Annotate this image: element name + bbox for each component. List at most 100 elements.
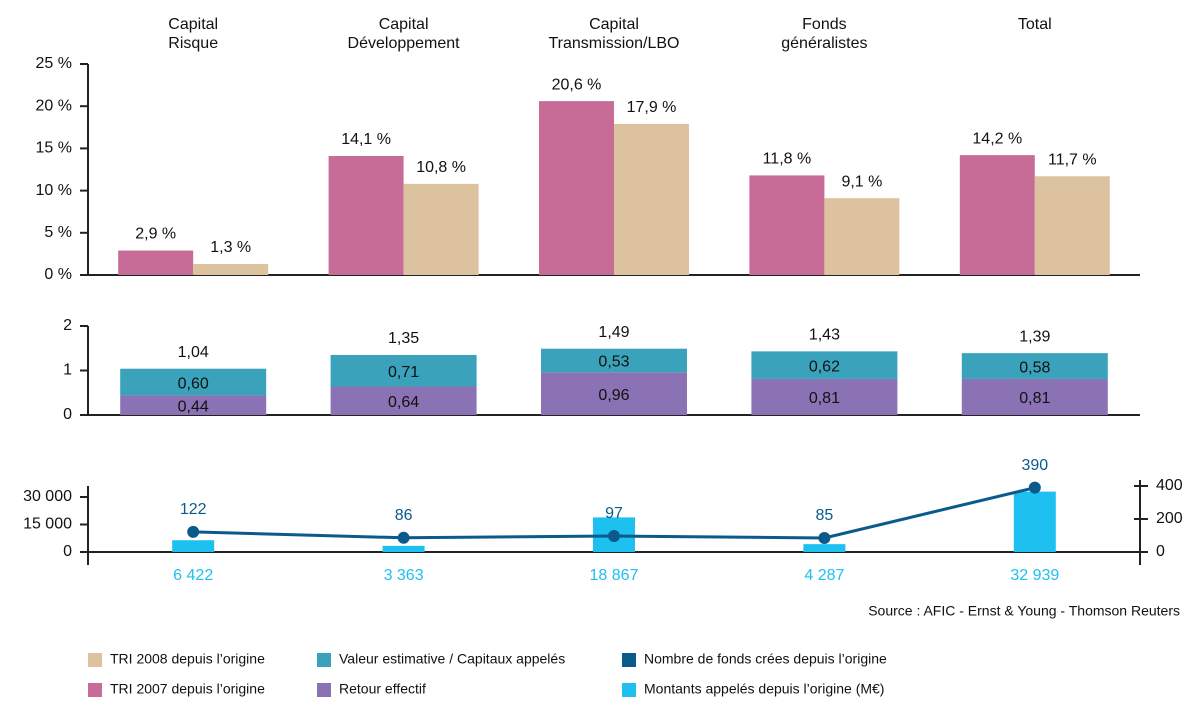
y-tick-label: 30 000	[23, 488, 72, 505]
legend-label: Montants appelés depuis l’origine (M€)	[644, 681, 884, 697]
legend-label: Retour effectif	[339, 681, 426, 697]
bar	[328, 155, 404, 275]
y-tick-label: 15 000	[23, 516, 72, 533]
legend-swatch	[622, 653, 636, 667]
legend-label: TRI 2007 depuis l’origine	[110, 681, 265, 697]
value-label: 0,64	[388, 394, 419, 411]
bar	[403, 183, 479, 275]
bar	[172, 540, 215, 552]
bar-segment	[120, 395, 267, 415]
y-tick-label: 0	[63, 543, 72, 560]
value-label: 20,6 %	[552, 76, 602, 93]
y2-tick-label: 200	[1156, 510, 1182, 527]
total-label: 1,43	[809, 327, 840, 344]
value-label: 122	[180, 501, 207, 518]
category-label: Développement	[348, 35, 461, 52]
y-tick-label: 5 %	[44, 224, 72, 241]
category-label: Risque	[168, 35, 218, 52]
category-label: Capital	[589, 16, 639, 33]
value-label: 32 939	[1010, 567, 1059, 584]
y-tick-label: 10 %	[36, 182, 72, 199]
bar-segment	[541, 372, 687, 415]
total-label: 1,35	[388, 330, 419, 347]
value-label: 0,96	[598, 387, 629, 404]
legend-swatch	[317, 683, 331, 697]
value-label: 390	[1021, 457, 1048, 474]
category-label: Capital	[168, 16, 218, 33]
bar-segment	[751, 378, 898, 415]
category-label: Total	[1018, 16, 1052, 33]
total-label: 1,49	[598, 324, 629, 341]
y-tick-label: 25 %	[36, 55, 72, 72]
value-label: 0,71	[388, 364, 419, 381]
line-marker	[397, 531, 410, 544]
category-label: Capital	[379, 16, 429, 33]
bar	[382, 545, 425, 552]
value-label: 9,1 %	[841, 173, 882, 190]
value-label: 85	[816, 507, 834, 524]
legend-swatch	[622, 683, 636, 697]
value-label: 0,53	[598, 354, 629, 371]
line-marker	[1028, 481, 1041, 494]
bar	[614, 123, 689, 275]
value-label: 14,1 %	[341, 131, 391, 148]
value-label: 86	[395, 507, 413, 524]
bar-segment	[120, 368, 267, 396]
bar-segment	[541, 348, 687, 373]
legend-swatch	[88, 683, 102, 697]
y-tick-label: 15 %	[36, 140, 72, 157]
bar-segment	[961, 353, 1108, 379]
source: Source : AFIC - Ernst & Young - Thomson …	[868, 603, 1180, 619]
value-label: 11,8 %	[763, 151, 812, 168]
line-marker	[187, 525, 200, 538]
bar	[959, 155, 1035, 275]
bar	[1013, 491, 1056, 552]
value-label: 6 422	[173, 567, 213, 584]
bar	[749, 175, 825, 275]
value-label: 17,9 %	[627, 99, 677, 116]
category-label: généralistes	[781, 35, 867, 52]
value-label: 3 363	[384, 567, 424, 584]
value-label: 10,8 %	[416, 159, 466, 176]
legend-label: Nombre de fonds crées depuis l’origine	[644, 651, 887, 667]
total-label: 1,39	[1019, 328, 1050, 345]
value-label: 97	[605, 505, 623, 522]
bar	[803, 544, 846, 552]
value-label: 1,3 %	[210, 239, 251, 256]
value-label: 0,44	[178, 398, 209, 415]
y2-tick-label: 0	[1156, 543, 1165, 560]
legend-label: Valeur estimative / Capitaux appelés	[339, 651, 565, 667]
legend-swatch	[317, 653, 331, 667]
y2-tick-label: 400	[1156, 477, 1182, 494]
y-tick-label: 2	[63, 317, 72, 334]
y-tick-label: 0 %	[44, 266, 72, 283]
value-label: 11,7 %	[1048, 151, 1097, 168]
legend-swatch	[88, 653, 102, 667]
bar	[193, 264, 269, 275]
category-label: Fonds	[802, 16, 846, 33]
y-tick-label: 0	[63, 406, 72, 423]
y-tick-label: 1	[63, 362, 72, 379]
value-label: 14,2 %	[972, 130, 1022, 147]
bar	[824, 198, 900, 275]
value-label: 0,81	[809, 390, 840, 407]
value-label: 4 287	[804, 567, 844, 584]
line-marker	[608, 529, 620, 542]
value-label: 0,62	[809, 358, 840, 375]
category-label: Transmission/LBO	[549, 35, 680, 52]
line-marker	[818, 531, 831, 544]
value-label: 2,9 %	[135, 226, 176, 243]
bar	[118, 250, 194, 275]
value-label: 0,81	[1019, 390, 1050, 407]
value-label: 0,58	[1019, 359, 1050, 376]
value-label: 0,60	[178, 375, 209, 392]
legend-label: TRI 2008 depuis l’origine	[110, 651, 265, 667]
bar-segment	[751, 351, 898, 379]
bar	[539, 101, 614, 275]
bar-segment	[330, 386, 477, 415]
value-label: 18 867	[590, 567, 639, 584]
bar-segment	[330, 354, 477, 387]
total-label: 1,04	[178, 344, 209, 361]
